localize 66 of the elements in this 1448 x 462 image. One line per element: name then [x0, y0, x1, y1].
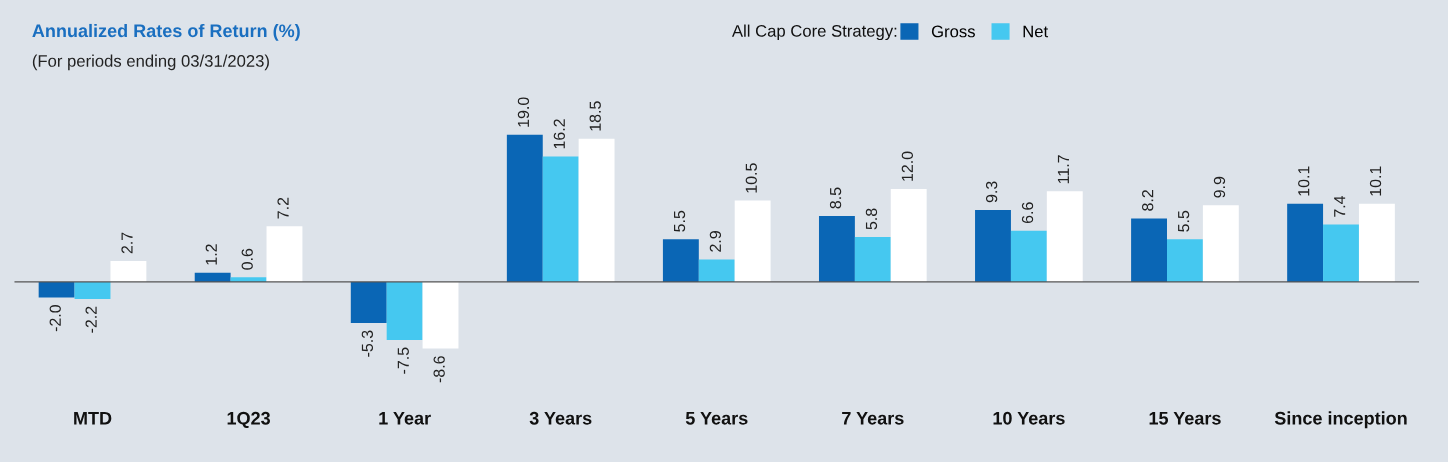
bar: [734, 200, 771, 282]
x-tick-label: 7 Years: [842, 412, 904, 425]
data-label: 5.5: [674, 210, 686, 232]
bar: [542, 156, 579, 282]
bar: [1358, 203, 1395, 282]
bar: [1131, 218, 1167, 282]
data-label: 7.2: [277, 197, 289, 219]
data-label: -5.3: [361, 330, 374, 357]
bar: [854, 237, 891, 282]
legend-title: All Cap Core Strategy:: [731, 24, 897, 41]
bar: [1010, 230, 1047, 282]
data-label: 1.2: [205, 244, 217, 265]
bar: [662, 239, 699, 282]
data-label: 6.6: [1021, 202, 1034, 224]
bar: [1046, 191, 1083, 282]
data-label: 16.2: [553, 119, 565, 149]
data-label: -2.0: [49, 304, 61, 332]
data-label: 9.9: [1213, 176, 1226, 198]
data-label: -8.6: [433, 356, 445, 383]
data-label: 11.7: [1057, 155, 1069, 184]
bar: [422, 281, 459, 349]
data-label: 2.9: [709, 231, 722, 252]
data-label: 10.5: [745, 163, 757, 193]
x-tick-label: MTD: [74, 412, 112, 425]
x-tick-label: 3 Years: [529, 411, 592, 425]
bar: [74, 281, 111, 299]
bar: [110, 261, 147, 282]
data-label: 8.5: [829, 187, 842, 209]
bar: [1323, 224, 1359, 282]
data-label: 9.3: [985, 181, 998, 203]
x-tick-label: 10 Years: [993, 411, 1065, 425]
data-label: 0.6: [241, 248, 253, 270]
x-tick-label: 5 Years: [685, 412, 748, 425]
data-label: 5.8: [865, 208, 878, 230]
data-label: 5.5: [1178, 210, 1190, 232]
bar: [266, 226, 303, 282]
data-label: -2.2: [85, 306, 97, 333]
data-label: 2.7: [121, 232, 133, 254]
chart-title: Annualized Rates of Return (%): [32, 23, 300, 41]
data-label: 18.5: [589, 101, 601, 131]
legend-label: Gross: [931, 25, 975, 38]
data-label: 8.2: [1142, 190, 1154, 211]
x-tick-label: 1Q23: [227, 411, 271, 428]
bar: [890, 189, 927, 282]
x-tick-label: 1 Year: [379, 412, 431, 425]
bar: [1202, 205, 1239, 282]
bar: [698, 259, 735, 282]
bar: [1287, 203, 1324, 282]
bar: [1167, 239, 1203, 282]
bar: [38, 281, 75, 298]
data-label: 7.4: [1334, 195, 1346, 217]
bar: [386, 281, 423, 340]
data-label: 19.0: [517, 97, 530, 127]
bar: [975, 209, 1011, 282]
legend-label: Net: [1023, 25, 1049, 38]
data-label: 10.1: [1298, 166, 1310, 196]
x-tick-label: 15 Years: [1149, 412, 1221, 425]
data-label: 12.0: [901, 151, 913, 181]
bar: [350, 281, 387, 323]
bar: [506, 134, 543, 282]
chart-subtitle: (For periods ending 03/31/2023): [32, 54, 269, 71]
bar: [818, 216, 855, 282]
data-label: 10.1: [1369, 166, 1382, 196]
data-label: -7.5: [397, 347, 409, 374]
x-tick-label: Since inception: [1274, 411, 1407, 429]
bar: [578, 138, 615, 282]
